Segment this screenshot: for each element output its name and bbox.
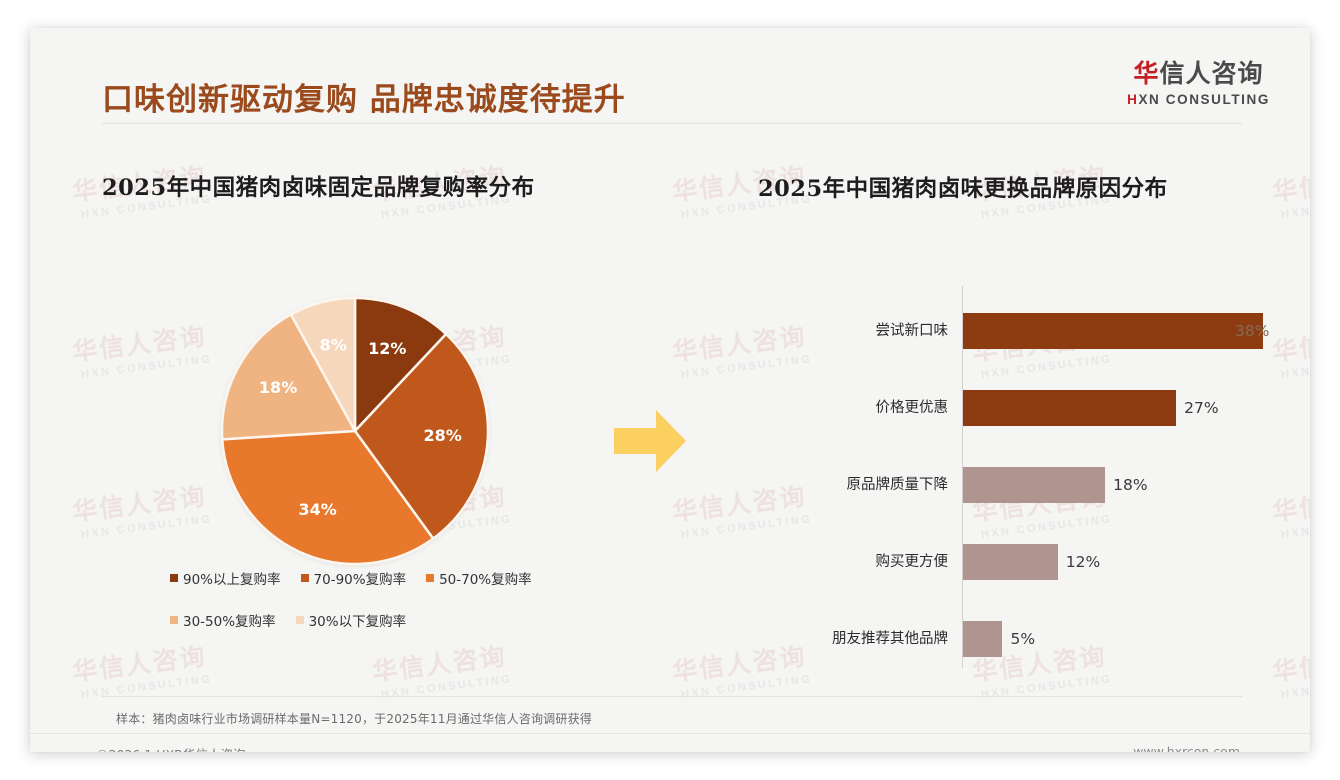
arrow-right-glyph [614, 410, 686, 472]
pie-slice-value-label: 8% [320, 335, 347, 354]
bar-category-label: 原品牌质量下降 [846, 477, 949, 493]
bar-chart: 尝试新口味 38% 价格更优惠 27% 原品牌质量下降 18% 购买更方便 12% 朋友推荐其他… [758, 286, 1278, 668]
watermark-chinese: 华信人咨询 [70, 481, 209, 527]
watermark-chinese: 华信人咨询 [1270, 161, 1310, 207]
watermark-chinese: 华信人咨询 [70, 641, 209, 687]
logo-cn-highlight: 华 [1133, 59, 1160, 88]
bar-fill[interactable] [963, 313, 1263, 349]
logo-cn-rest: 信人咨询 [1159, 59, 1264, 88]
bar-chart-row: 朋友推荐其他品牌 5% [758, 621, 1278, 657]
logo-english-text: HXN CONSULTING [1127, 92, 1270, 107]
bar-chart-title: 2025年中国猪肉卤味更换品牌原因分布 [758, 176, 1168, 202]
footer-copyright: ©2026.1 HXR华信人咨询 [96, 744, 245, 752]
legend-label: 30%以下复购率 [308, 614, 407, 630]
watermark-english: HXN CONSULTING [1280, 353, 1310, 381]
bar-value-label: 38% [1235, 322, 1270, 340]
logo-chinese-text: 华信人咨询 [1127, 54, 1270, 90]
legend-row-1: 90%以上复购率 70-90%复购率 50-70%复购率 [170, 568, 600, 588]
footnote-text: 样本：猪肉卤味行业市场调研样本量N=1120，于2025年11月通过华信人咨询调… [116, 712, 592, 726]
legend-label: 70-90%复购率 [313, 572, 407, 588]
bar-chart-row: 价格更优惠 27% [758, 390, 1278, 426]
legend-swatch [170, 616, 178, 624]
legend-label: 50-70%复购率 [439, 572, 532, 588]
legend-label: 30-50%复购率 [183, 614, 276, 630]
bar-fill[interactable] [963, 467, 1106, 503]
bar-fill[interactable] [963, 390, 1177, 426]
bar-chart-row: 尝试新口味 38% [758, 313, 1278, 349]
logo-en-rest: XN CONSULTING [1138, 92, 1270, 107]
legend-swatch [170, 574, 178, 582]
legend-swatch [295, 616, 304, 624]
pie-slice[interactable] [220, 429, 435, 566]
header-divider [102, 123, 1242, 124]
pie-chart-svg: 12% 28% 34% 18% 8% [220, 296, 490, 566]
bar-category-label: 购买更方便 [875, 554, 949, 570]
pie-slice-value-label: 12% [368, 339, 406, 358]
bar-fill[interactable] [963, 621, 1003, 657]
bar-category-label: 朋友推荐其他品牌 [832, 631, 948, 647]
pie-chart-legend: 90%以上复购率 70-90%复购率 50-70%复购率 30-50%复购率 30%以… [170, 568, 600, 630]
legend-label: 90%以上复购率 [183, 572, 281, 588]
slide-header: 口味创新驱动复购 品牌忠诚度待提升 华信人咨询 HXN CONSULTING [30, 28, 1310, 128]
watermark-chinese: 华信人咨询 [70, 321, 209, 367]
legend-item[interactable]: 30-50%复购率 [170, 610, 276, 630]
watermark-english: HXN CONSULTING [1280, 193, 1310, 221]
pie-slice[interactable] [353, 332, 490, 541]
footnote-divider [102, 696, 1242, 697]
footer-divider [30, 733, 1310, 734]
bar-fill[interactable] [963, 544, 1058, 580]
legend-swatch [426, 574, 435, 582]
legend-swatch [300, 574, 309, 582]
watermark-english: HXN CONSULTING [1280, 513, 1310, 541]
pie-chart-title: 2025年中国猪肉卤味固定品牌复购率分布 [102, 175, 535, 201]
bar-category-label: 尝试新口味 [875, 323, 949, 339]
bar-value-label: 12% [1065, 553, 1101, 571]
bar-value-label: 27% [1184, 399, 1219, 417]
bar-category-label: 价格更优惠 [875, 400, 949, 416]
pie-slice-value-label: 34% [298, 500, 336, 519]
watermark-english: HXN CONSULTING [80, 352, 213, 381]
arrow-right-icon [610, 406, 690, 481]
bar-value-label: 18% [1113, 476, 1148, 494]
watermark-english: HXN CONSULTING [1280, 673, 1310, 701]
bar-chart-row: 原品牌质量下降 18% [758, 467, 1278, 503]
pie-slice[interactable] [289, 296, 357, 432]
footer-website: www.hxrcon.com [1133, 744, 1240, 752]
page-title: 口味创新驱动复购 品牌忠诚度待提升 [102, 82, 626, 118]
legend-item[interactable]: 30%以下复购率 [295, 610, 407, 630]
watermark-chinese: 华信人咨询 [370, 641, 509, 687]
pie-slice[interactable] [220, 312, 358, 441]
pie-slice-value-label: 18% [259, 378, 297, 397]
pie-slice-value-label: 28% [423, 426, 461, 445]
slide-canvas: 华信人咨询 HXN CONSULTING 华信人咨询 HXN CONSULTING 华信… [30, 28, 1310, 752]
legend-item[interactable]: 70-90%复购率 [300, 568, 407, 588]
legend-item[interactable]: 90%以上复购率 [170, 568, 281, 588]
legend-row-2: 30-50%复购率 30%以下复购率 [170, 610, 600, 630]
brand-logo: 华信人咨询 HXN CONSULTING [1127, 54, 1270, 107]
watermark-english: HXN CONSULTING [80, 512, 213, 541]
logo-en-highlight: H [1127, 92, 1139, 107]
pie-slice[interactable] [353, 296, 448, 435]
bar-value-label: 5% [1010, 630, 1036, 648]
legend-item[interactable]: 50-70%复购率 [426, 568, 532, 588]
bar-chart-row: 购买更方便 12% [758, 544, 1278, 580]
pie-chart: 12% 28% 34% 18% 8% [220, 296, 490, 566]
bar-chart-axis-line [962, 286, 963, 668]
